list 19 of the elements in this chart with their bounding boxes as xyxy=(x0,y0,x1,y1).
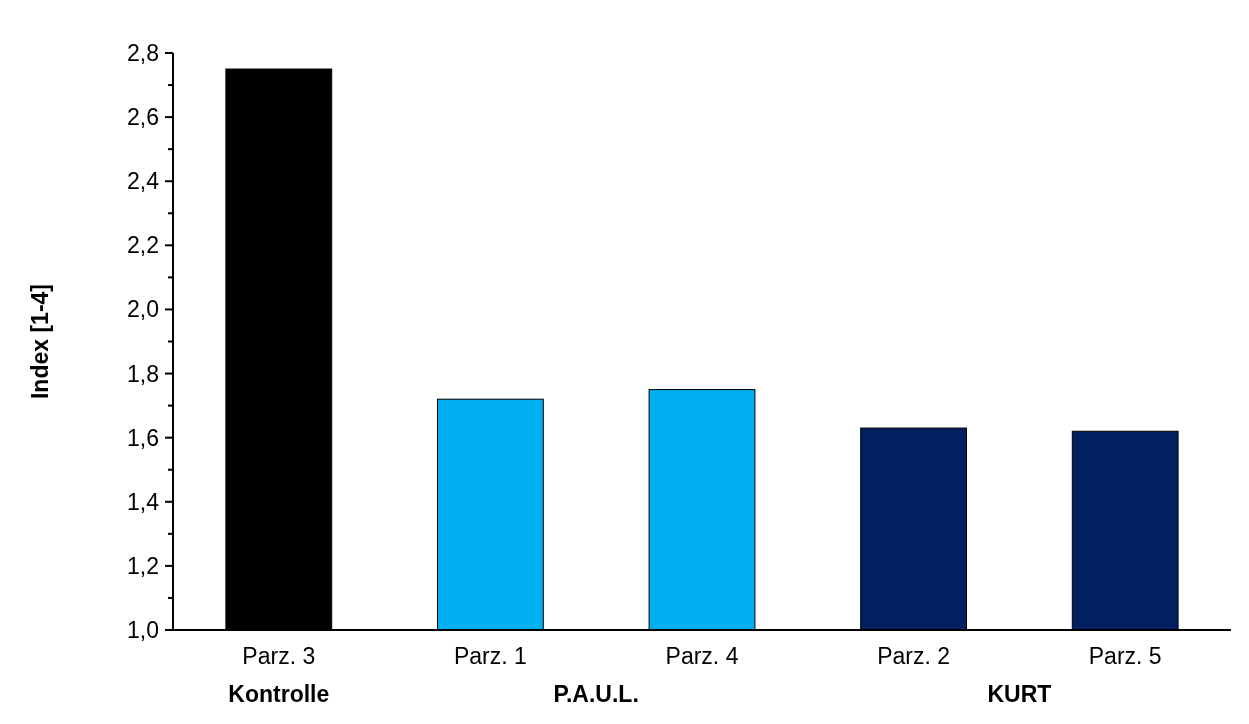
text: P.A.U.L. xyxy=(553,681,639,707)
text: KURT xyxy=(987,681,1052,707)
y-tick-label: 2,6 xyxy=(127,104,159,131)
x-tick-label: Parz. 5 xyxy=(1088,643,1162,669)
y-tick-label: 1,0 xyxy=(127,617,159,644)
x-tick-label: Parz. 3 xyxy=(242,643,316,669)
y-tick-label: 1,2 xyxy=(127,552,159,579)
y-tick-label: 1,8 xyxy=(127,360,159,387)
x-tick-label: Parz. 2 xyxy=(877,643,951,669)
y-axis-title: Index [1-4] xyxy=(27,283,53,400)
y-tick-label: 1,6 xyxy=(127,424,159,451)
y-tick-label: 2,0 xyxy=(127,296,159,323)
x-tick-label: Parz. 4 xyxy=(665,643,739,669)
y-tick-label: 2,8 xyxy=(127,40,159,67)
y-tick-label: 2,2 xyxy=(127,232,159,259)
x-tick-label: Parz. 1 xyxy=(453,643,527,669)
y-tick-label: 1,4 xyxy=(127,488,160,515)
y-tick-label: 2,4 xyxy=(127,168,160,195)
text: Kontrolle xyxy=(228,681,330,707)
